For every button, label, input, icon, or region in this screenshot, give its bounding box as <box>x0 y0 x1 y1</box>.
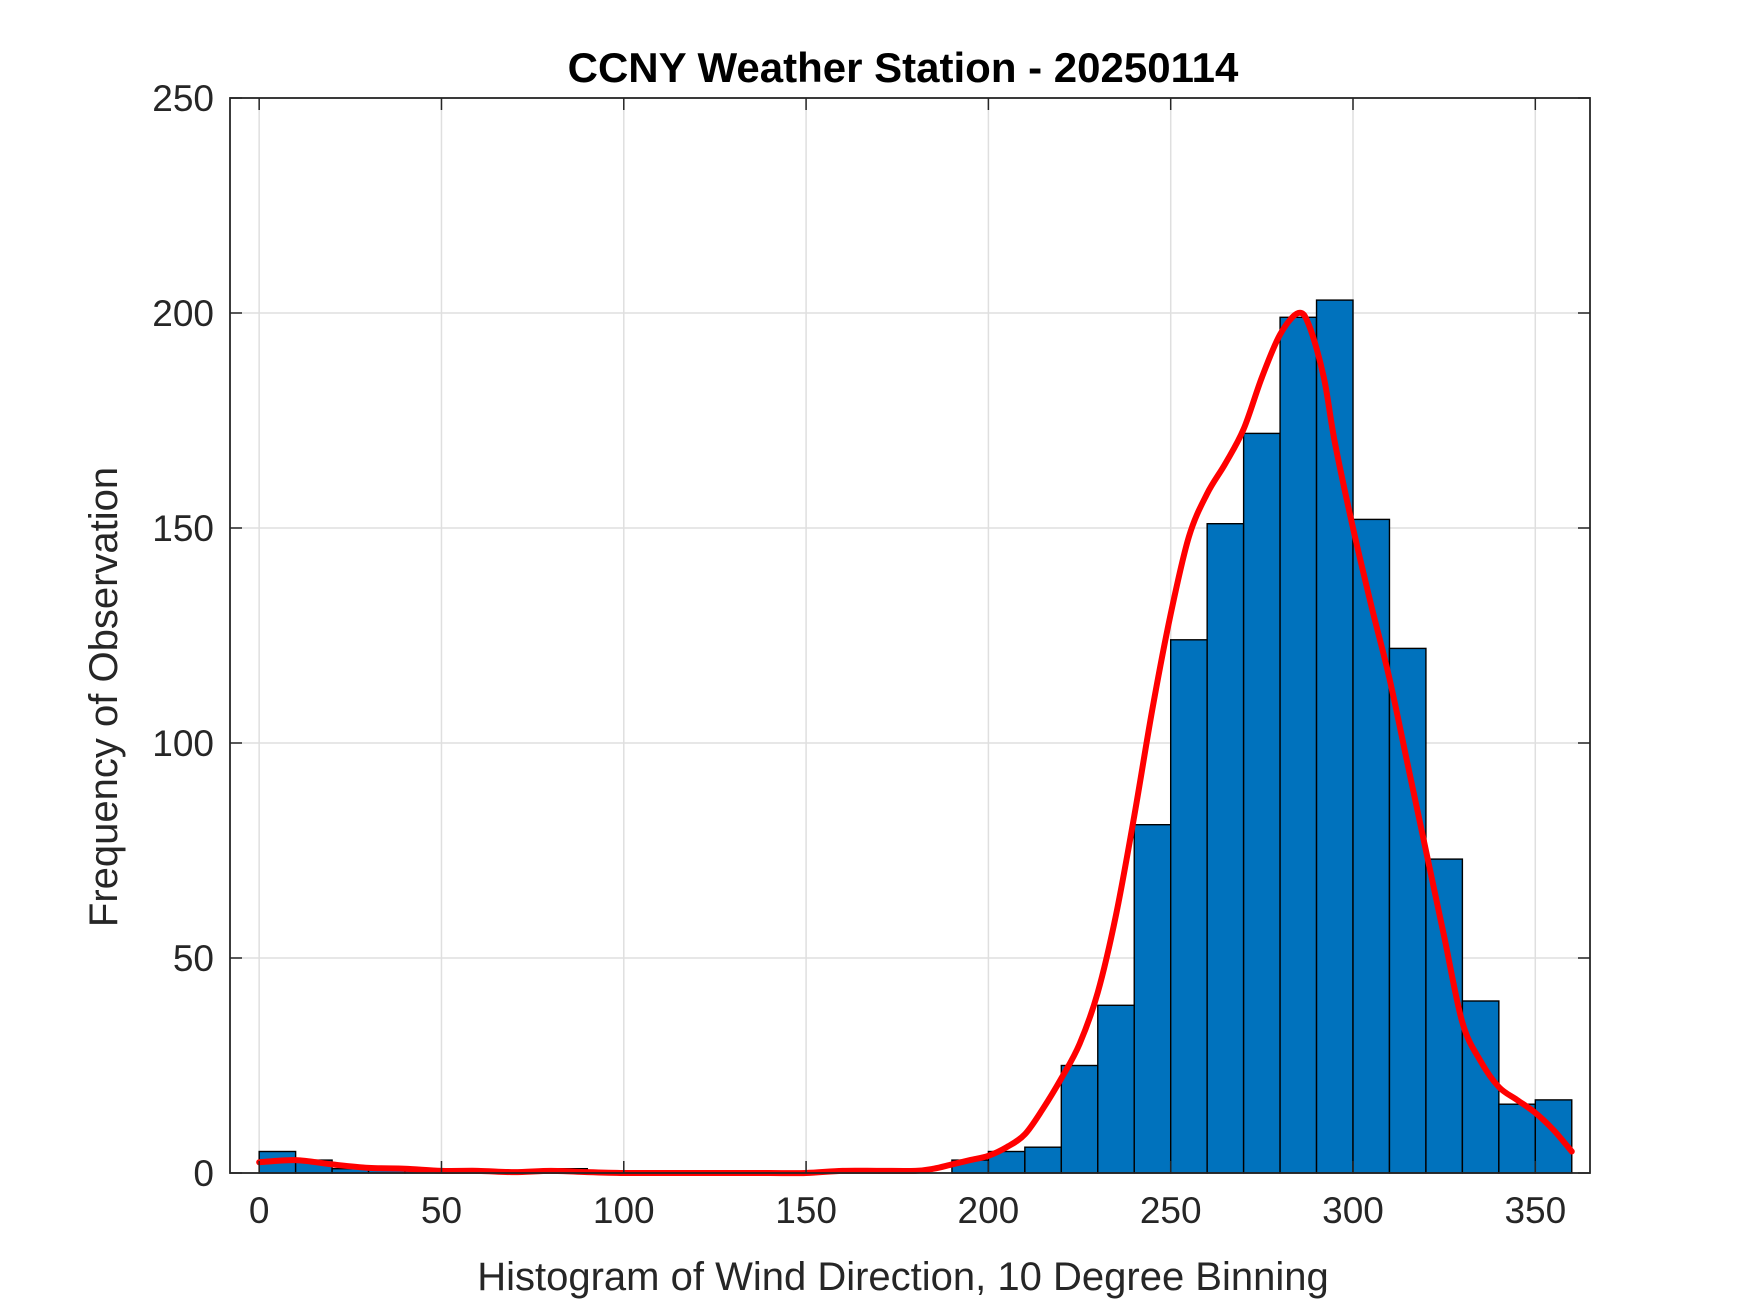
x-tick-label: 350 <box>1504 1190 1566 1231</box>
tick-labels: 0 50 100 150 200 250 300 350 0 50 100 150 200 250 <box>152 78 1566 1231</box>
y-tick-label: 250 <box>152 78 214 119</box>
histogram-bar <box>1498 1103 1537 1174</box>
x-tick-label: 100 <box>593 1190 655 1231</box>
axes-box <box>229 97 1591 1174</box>
histogram-bar <box>1024 1146 1063 1174</box>
histogram-bar <box>1242 432 1281 1174</box>
histogram-bar <box>1534 1099 1573 1174</box>
histogram-bar <box>1425 858 1464 1174</box>
y-tick-label: 100 <box>152 723 214 764</box>
histogram-bar <box>1133 824 1172 1174</box>
y-axis-label: Frequency of Observation <box>82 467 126 927</box>
axes <box>229 97 1591 1174</box>
histogram-bar <box>1461 1000 1500 1174</box>
chart-title: CCNY Weather Station - 20250114 <box>568 44 1239 91</box>
histogram-bar <box>1169 639 1208 1174</box>
histogram-bar <box>1279 316 1318 1174</box>
x-tick-label: 300 <box>1322 1190 1384 1231</box>
histogram-bar <box>1352 518 1391 1174</box>
x-tick-label: 250 <box>1140 1190 1202 1231</box>
histogram-bar <box>1060 1064 1099 1174</box>
y-tick-label: 150 <box>152 508 214 549</box>
x-tick-label: 50 <box>421 1190 462 1231</box>
histogram-bar <box>1097 1004 1135 1174</box>
histogram-bar <box>1206 523 1245 1174</box>
y-tick-label: 50 <box>173 938 214 979</box>
x-tick-label: 200 <box>958 1190 1020 1231</box>
x-tick-label: 0 <box>249 1190 270 1231</box>
x-axis-label: Histogram of Wind Direction, 10 Degree B… <box>477 1255 1329 1299</box>
y-tick-label: 200 <box>152 293 214 334</box>
y-tick-label: 0 <box>193 1153 214 1194</box>
histogram-bars <box>258 299 1573 1174</box>
histogram-bar <box>1388 647 1427 1174</box>
x-tick-label: 150 <box>775 1190 837 1231</box>
